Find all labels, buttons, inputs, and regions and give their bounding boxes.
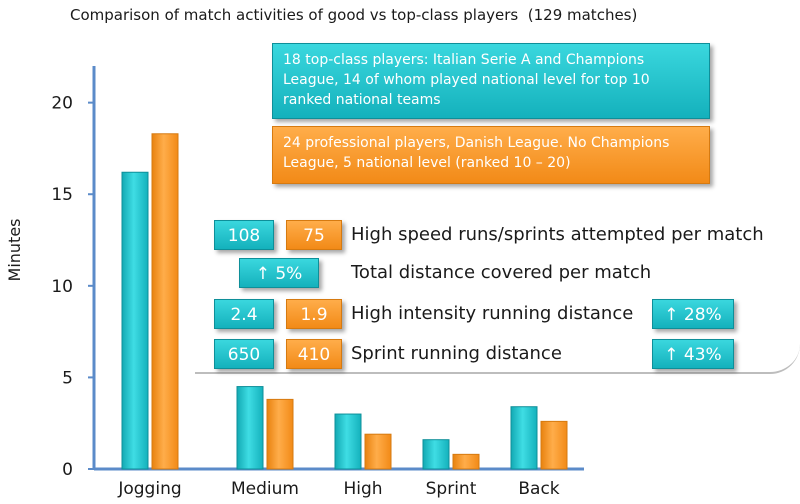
legend-professional-line: 24 professional players, Danish League. … bbox=[283, 135, 670, 151]
stat-top-class-value: 2.4 bbox=[214, 299, 274, 329]
stat-label: High speed runs/sprints attempted per ma… bbox=[351, 224, 764, 245]
stat-label: High intensity running distance bbox=[351, 303, 634, 324]
bar-top-class bbox=[236, 386, 264, 470]
legend-top-class-line: 18 top-class players: Italian Serie A an… bbox=[283, 52, 645, 68]
stat-professional-value: 410 bbox=[286, 339, 342, 369]
stat-top-class-value: 108 bbox=[214, 220, 274, 250]
legend-professional-line: League, 5 national level (ranked 10 – 20… bbox=[283, 155, 571, 171]
y-tick-label: 15 bbox=[51, 185, 73, 205]
bar-professional bbox=[266, 398, 294, 470]
y-tick-label: 0 bbox=[62, 460, 73, 480]
x-tick-label: High bbox=[343, 479, 382, 499]
stat-professional-value: 1.9 bbox=[286, 299, 342, 329]
stat-top-class-value: 650 bbox=[214, 339, 274, 369]
x-tick-label: Sprint bbox=[426, 479, 477, 499]
y-axis-title: Minutes bbox=[5, 219, 24, 282]
stat-professional-value: 75 bbox=[286, 220, 342, 250]
y-tick-label: 20 bbox=[51, 94, 73, 114]
stat-label: Sprint running distance bbox=[351, 343, 562, 364]
y-tick-label: 5 bbox=[62, 368, 73, 388]
x-tick-label: Medium bbox=[231, 479, 299, 499]
bar-top-class bbox=[334, 413, 362, 470]
bar-top-class bbox=[121, 171, 149, 470]
bar-professional bbox=[151, 133, 179, 470]
bar-professional bbox=[364, 433, 392, 470]
x-tick-label: Back bbox=[518, 479, 559, 499]
legend-top-class-line: ranked national teams bbox=[283, 92, 441, 108]
bar-professional bbox=[452, 453, 480, 470]
stat-change-badge: ↑ 5% bbox=[239, 258, 319, 288]
x-tick-label: Jogging bbox=[117, 479, 181, 499]
legend-top-class: 18 top-class players: Italian Serie A an… bbox=[272, 43, 710, 119]
stat-change-badge: ↑ 28% bbox=[652, 299, 734, 329]
legend-top-class-line: League, 14 of whom played national level… bbox=[283, 72, 650, 88]
bar-top-class bbox=[510, 406, 538, 470]
stat-change-badge: ↑ 43% bbox=[652, 339, 734, 369]
bar-top-class bbox=[422, 439, 450, 470]
y-tick-label: 10 bbox=[51, 277, 73, 297]
chart-title: Comparison of match activities of good v… bbox=[70, 6, 638, 24]
bar-professional bbox=[540, 420, 568, 470]
stat-label: Total distance covered per match bbox=[351, 262, 652, 283]
legend-professional: 24 professional players, Danish League. … bbox=[272, 126, 710, 184]
stats-panel bbox=[195, 190, 800, 374]
